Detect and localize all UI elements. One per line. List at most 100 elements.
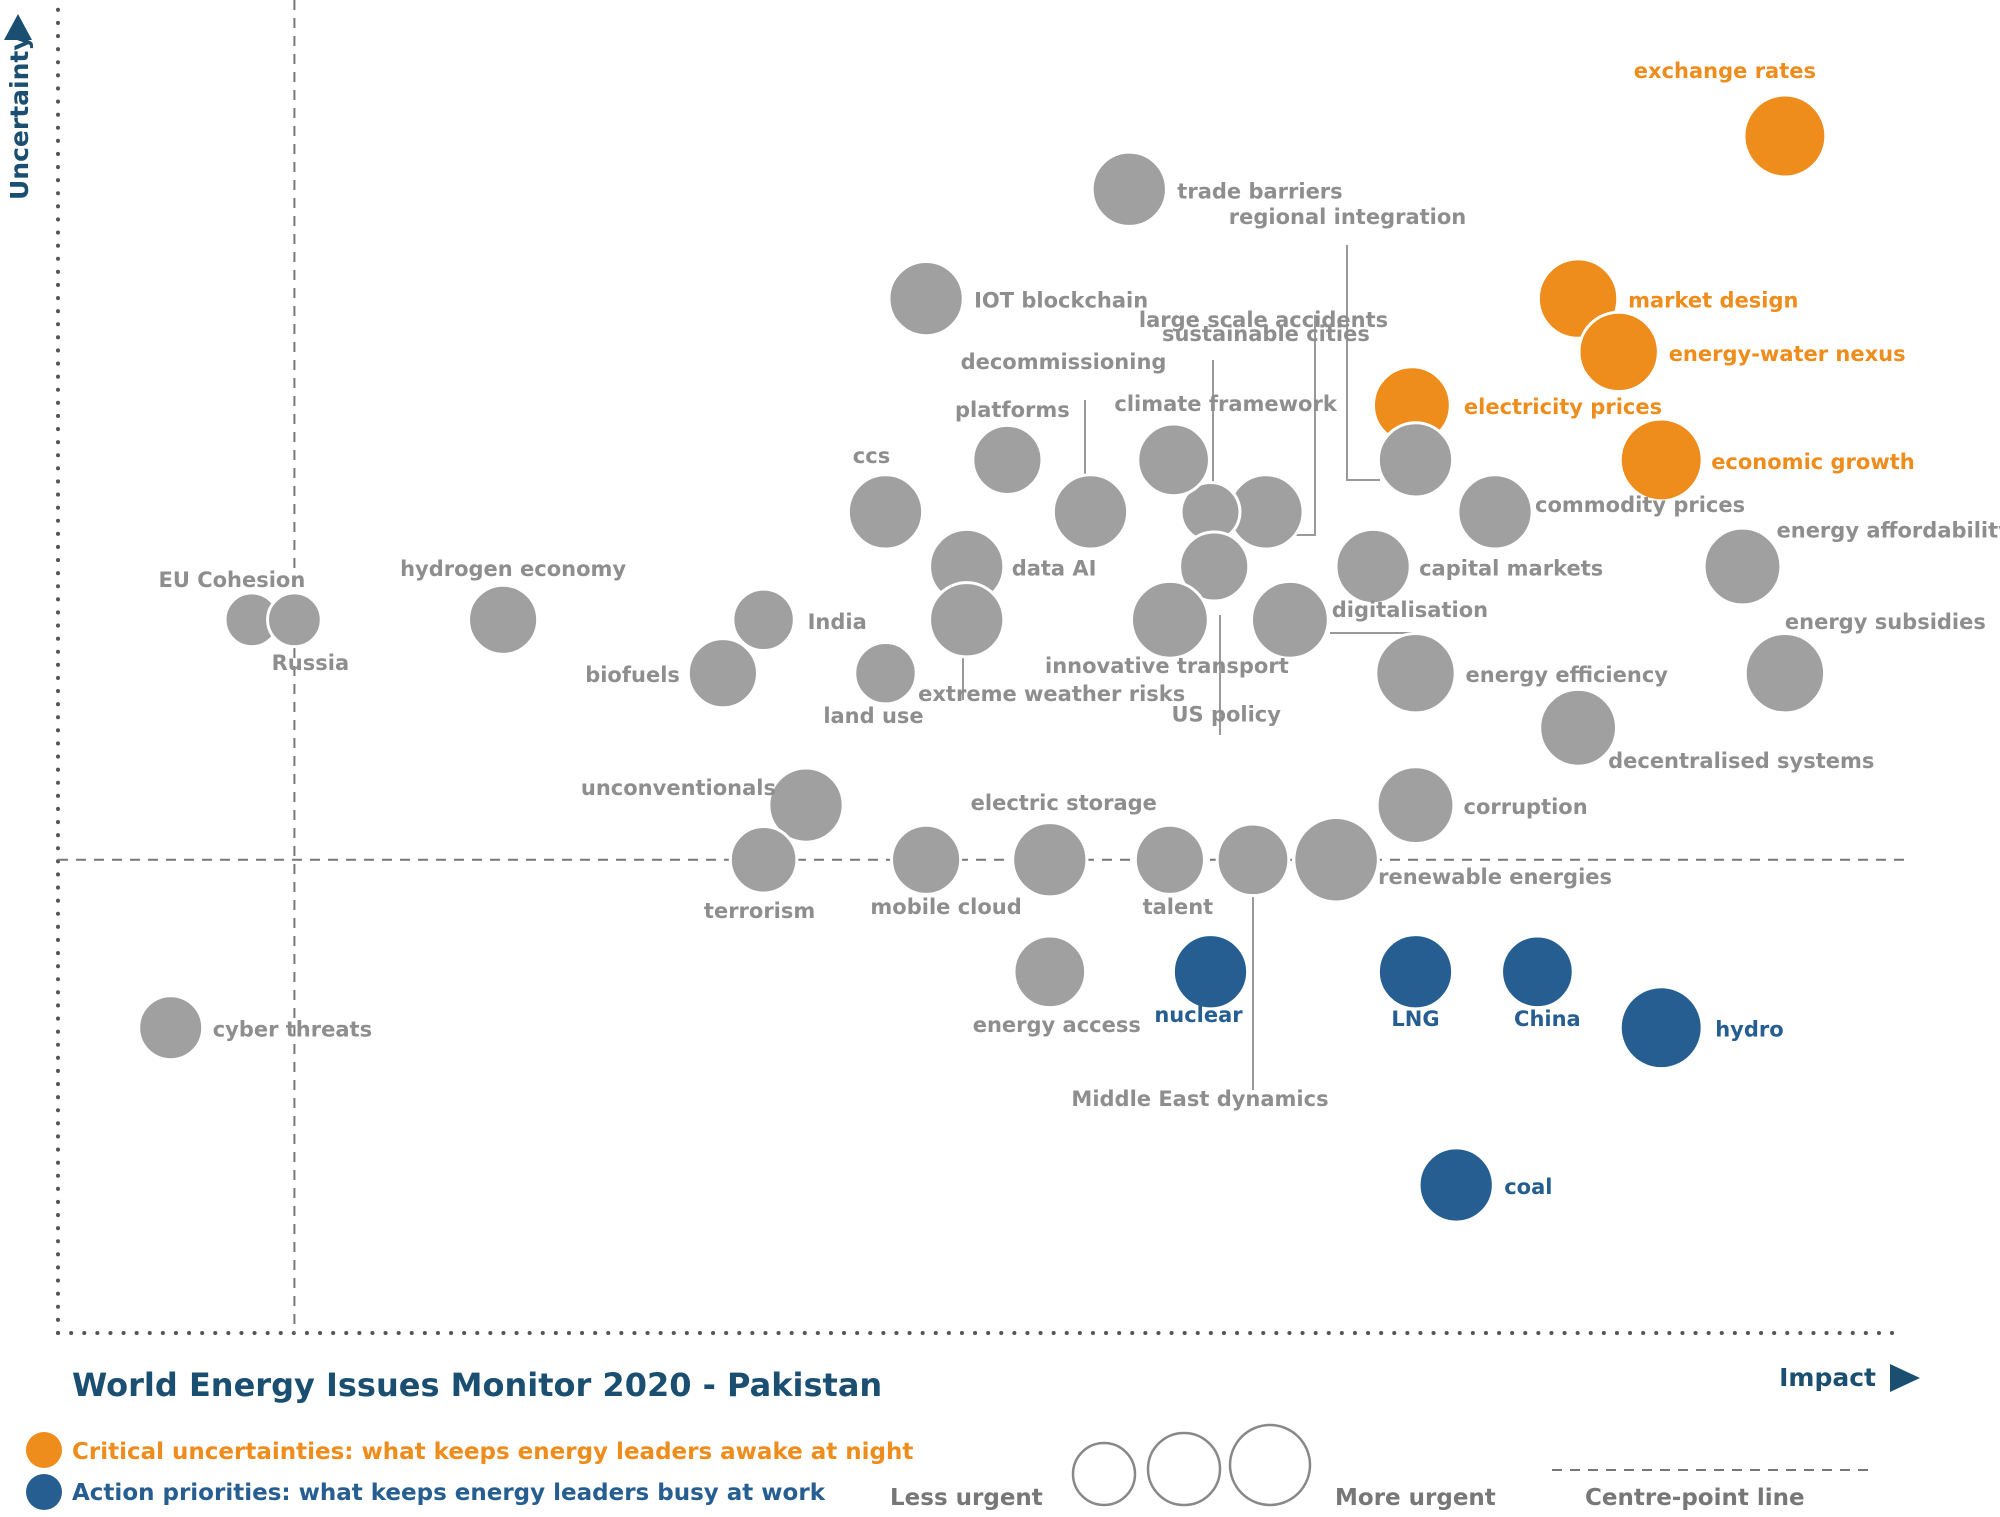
bubble-exchange-rates	[1742, 93, 1828, 179]
bubble-china	[1500, 934, 1575, 1010]
bubble-label-digitalisation: digitalisation	[1332, 598, 1488, 622]
legend-centre-line-label: Centre-point line	[1585, 1485, 1805, 1511]
bubble-hydrogen-economy	[467, 583, 540, 656]
bubble-decentralised-systems	[1538, 687, 1618, 768]
bubble-russia	[266, 591, 323, 649]
legend-action-label: Action priorities: what keeps energy lea…	[72, 1480, 826, 1506]
bubble-label-electricity-prices: electricity prices	[1464, 395, 1662, 419]
x-axis-label: Impact	[1779, 1363, 1876, 1392]
bubble-label-mobile-cloud: mobile cloud	[870, 895, 1021, 919]
bubble-mobile-cloud	[890, 823, 963, 896]
bubble-iot-blockchain	[887, 259, 965, 338]
bubble-platforms	[971, 423, 1044, 496]
bubble-energy-affordability	[1702, 526, 1783, 607]
bubble-label-terrorism: terrorism	[704, 899, 815, 923]
bubble-label-decommissioning: decommissioning	[961, 350, 1167, 374]
bubbles	[137, 93, 1828, 1224]
bubble-label-climate-framework: climate framework	[1114, 392, 1337, 416]
bubble-label-hydro: hydro	[1715, 1018, 1783, 1042]
bubble-label-large-scale-accidents: large scale accidents	[1139, 308, 1388, 332]
bubble-label-electric-storage: electric storage	[971, 791, 1157, 815]
bubble-label-sustainable-cities: sustainable cities	[1162, 322, 1370, 346]
bubble-label-coal: coal	[1504, 1175, 1552, 1199]
bubble-terrorism	[728, 825, 799, 895]
bubble-commodity-prices	[1456, 473, 1534, 551]
bubble-regional-integration	[1376, 421, 1455, 499]
bubble-biofuels	[686, 637, 759, 710]
bubble-corruption	[1375, 765, 1456, 845]
bubble-label-data-ai: data AI	[1012, 557, 1097, 581]
bubble-energy-access	[1012, 934, 1088, 1010]
bubble-nuclear	[1171, 933, 1250, 1011]
bubble-label-middle-east-dynamics: Middle East dynamics	[1071, 1087, 1328, 1111]
size-legend-large-circle	[1228, 1423, 1312, 1507]
bubble-electric-storage	[1011, 821, 1089, 899]
size-legend-medium-circle	[1146, 1431, 1222, 1507]
bubble-label-economic-growth: economic growth	[1711, 450, 1915, 474]
bubble-cyber-threats	[137, 994, 205, 1062]
bubble-label-energy-efficiency: energy efficiency	[1466, 663, 1669, 687]
bubble-hydro	[1618, 985, 1704, 1071]
bubble-india	[731, 587, 796, 653]
bubble-label-capital-markets: capital markets	[1419, 557, 1603, 581]
bubble-label-renewable-energies: renewable energies	[1378, 865, 1612, 889]
bubble-label-talent: talent	[1143, 895, 1214, 919]
bubble-label-energy-water-nexus: energy-water nexus	[1669, 342, 1906, 366]
bubble-label-corruption: corruption	[1464, 795, 1588, 819]
bubble-digitalisation	[1250, 579, 1330, 660]
bubble-extreme-weather-risks	[928, 581, 1006, 659]
bubble-climate-framework	[1136, 422, 1211, 498]
bubble-label-unconventionals: unconventionals	[581, 776, 776, 800]
leader-sustainable-cities	[1290, 315, 1316, 536]
x-axis-arrow-icon	[1890, 1364, 1920, 1392]
bubble-label-innovative-transport: innovative transport	[1045, 654, 1289, 678]
legend-critical-dot	[26, 1432, 62, 1468]
bubble-label-eu-cohesion: EU Cohesion	[158, 568, 305, 592]
bubble-label-cyber-threats: cyber threats	[213, 1018, 372, 1042]
bubble-label-china: China	[1514, 1007, 1581, 1031]
bubble-label-energy-subsidies: energy subsidies	[1785, 610, 1986, 634]
bubble-label-extreme-weather-risks: extreme weather risks	[918, 682, 1185, 706]
bubble-label-energy-access: energy access	[973, 1013, 1141, 1037]
leader-regional-integration	[1346, 245, 1380, 481]
bubble-us-policy	[1178, 530, 1251, 603]
legend-critical-label: Critical uncertainties: what keeps energ…	[72, 1439, 913, 1465]
size-legend-more-label: More urgent	[1335, 1485, 1496, 1511]
bubble-label-commodity-prices: commodity prices	[1535, 493, 1745, 517]
bubble-label-us-policy: US policy	[1171, 703, 1281, 727]
legend-action-dot	[26, 1474, 62, 1510]
bubble-label-decentralised-systems: decentralised systems	[1608, 749, 1874, 773]
bubble-label-lng: LNG	[1391, 1007, 1439, 1031]
bubble-label-exchange-rates: exchange rates	[1634, 59, 1816, 83]
bubble-capital-markets	[1334, 527, 1412, 606]
bubble-label-biofuels: biofuels	[585, 663, 680, 687]
bubble-middle-east-dynamics	[1215, 822, 1291, 898]
size-legend-small-circle	[1071, 1441, 1137, 1507]
y-axis-label: Uncertainty	[5, 34, 34, 200]
bubble-coal	[1417, 1146, 1495, 1224]
bubble-label-nuclear: nuclear	[1154, 1003, 1243, 1027]
bubble-label-india: India	[808, 610, 867, 634]
chart-title: World Energy Issues Monitor 2020 - Pakis…	[72, 1366, 882, 1404]
size-legend-less-label: Less urgent	[890, 1485, 1043, 1511]
bubble-energy-subsidies	[1743, 632, 1827, 715]
bubble-talent	[1133, 823, 1206, 896]
bubble-label-energy-affordability: energy affordability	[1777, 519, 2000, 543]
bubble-label-platforms: platforms	[955, 398, 1070, 422]
bubble-label-iot-blockchain: IOT blockchain	[974, 289, 1148, 313]
bubble-labels: exchange rates market design energy-water …	[158, 59, 2000, 1199]
bubble-innovative-transport	[1130, 579, 1210, 660]
bubble-lng	[1376, 933, 1455, 1011]
bubble-renewable-energies	[1292, 816, 1380, 904]
bubble-label-regional-integration: regional integration	[1229, 205, 1467, 229]
y-axis-arrow-icon	[4, 14, 32, 40]
bubble-trade-barriers	[1090, 150, 1168, 228]
bubble-label-russia: Russia	[272, 651, 350, 675]
bubble-energy-water-nexus	[1577, 310, 1660, 394]
bubble-ccs	[846, 473, 925, 551]
bubble-economic-growth	[1618, 417, 1704, 503]
bubble-unconventionals	[767, 766, 845, 844]
bubble-label-land-use: land use	[823, 704, 923, 728]
bubble-decommissioning	[1051, 473, 1130, 551]
